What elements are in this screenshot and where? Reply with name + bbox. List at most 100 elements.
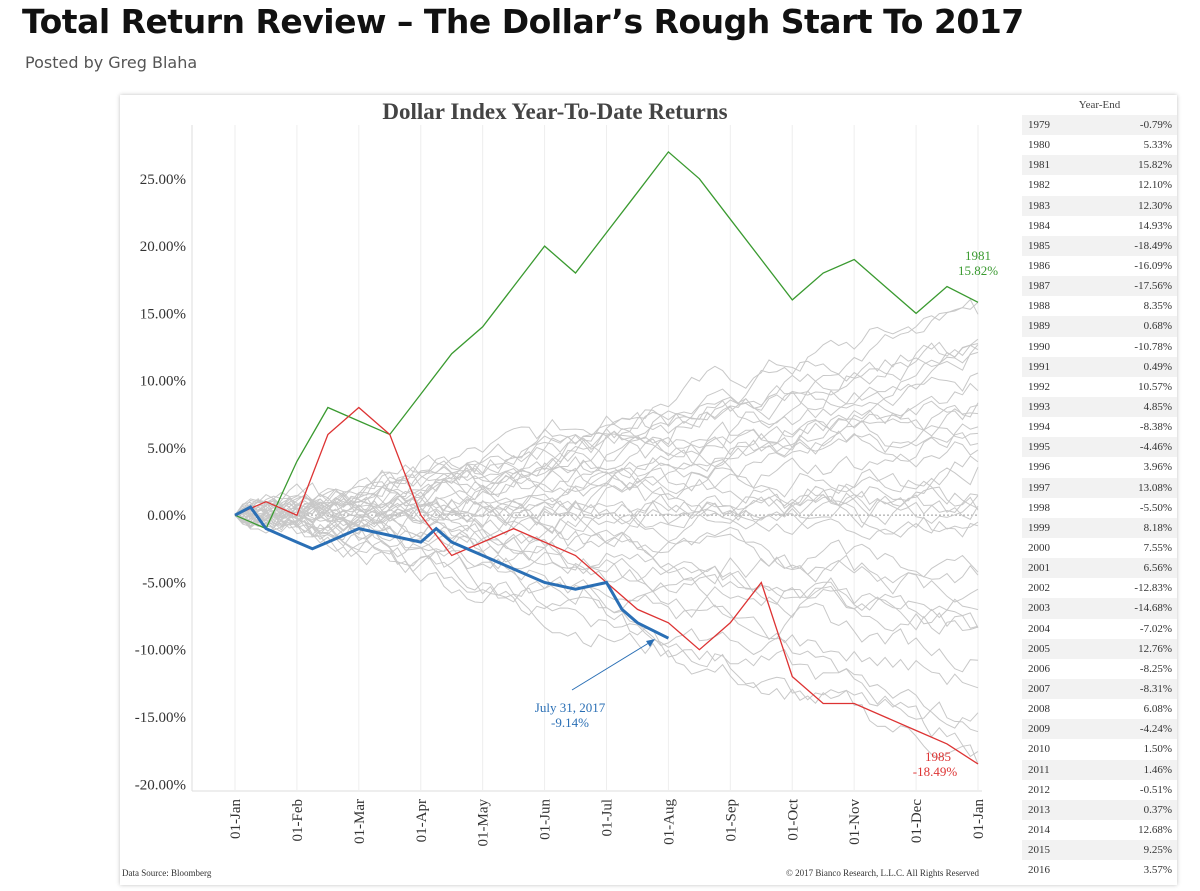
background-series-line [234, 500, 979, 578]
byline: Posted by Greg Blaha [25, 53, 198, 72]
data-source-note: Data Source: Bloomberg [122, 868, 212, 878]
y-tick-label: -15.00% [135, 710, 186, 726]
annotation-2017-arrow [571, 640, 653, 691]
background-series-line [234, 498, 979, 548]
background-series-line [234, 382, 979, 522]
year-end-row: 2002 -12.83% [1022, 578, 1177, 599]
year-end-year: 1998 [1028, 501, 1050, 514]
year-end-year: 1989 [1028, 320, 1050, 333]
year-end-header: Year-End [1078, 99, 1121, 111]
x-tick-label: 01-May [476, 799, 492, 847]
background-series-line [234, 497, 979, 765]
year-end-row: 2015 9.25% [1022, 840, 1177, 861]
year-end-row: 2000 7.55% [1022, 537, 1177, 559]
year-end-row: 1994 -8.38% [1022, 417, 1177, 438]
year-end-return: 3.57% [1143, 864, 1172, 877]
page-title: Total Return Review – The Dollar’s Rough… [22, 2, 1024, 41]
background-series-line [234, 511, 979, 758]
year-end-year: 2016 [1028, 864, 1050, 877]
x-tick-label: 01-Jun [538, 799, 554, 840]
annotation-1981-value: 15.82% [958, 263, 998, 278]
year-end-year: 2005 [1028, 642, 1050, 655]
x-tick-label: 01-Dec [909, 799, 925, 843]
year-end-row: 2013 0.37% [1022, 799, 1177, 820]
series-line-1981 [234, 150, 979, 530]
background-series-line [234, 344, 979, 526]
x-tick-label: 01-Sep [723, 799, 739, 842]
year-end-row: 1999 8.18% [1022, 517, 1177, 538]
year-end-row: 2006 -8.25% [1022, 658, 1177, 679]
year-end-row: 1988 8.35% [1022, 296, 1177, 317]
year-end-rows: 1979 -0.79% 1980 5.33% 1981 15.82% 1982 12.10% 1… [1022, 115, 1177, 881]
year-end-return: 12.68% [1138, 823, 1172, 836]
annotation-1985-value: -18.49% [913, 764, 958, 779]
background-series-line [234, 501, 979, 629]
y-tick-label: 5.00% [147, 441, 186, 457]
year-end-return: 5.33% [1143, 139, 1172, 152]
chart-svg: Dollar Index Year-To-Date Returns 01-Jan 0… [135, 99, 998, 847]
background-series-line [234, 466, 979, 524]
year-end-year: 1991 [1028, 360, 1050, 373]
year-end-year: 1984 [1028, 219, 1050, 232]
year-end-row: 1980 5.33% [1022, 135, 1177, 156]
background-series-line [234, 408, 979, 526]
y-tick-label: 15.00% [140, 306, 186, 322]
year-end-return: -8.38% [1139, 421, 1172, 434]
annotation-1981-label: 1981 [965, 248, 991, 263]
y-tick-label: 10.00% [140, 374, 186, 390]
year-end-return: -12.83% [1134, 582, 1172, 595]
background-series-line [234, 338, 979, 527]
year-end-row: 2005 12.76% [1022, 638, 1177, 659]
year-end-year: 2015 [1028, 844, 1050, 857]
year-end-return: 0.37% [1143, 803, 1172, 816]
year-end-row: 1982 12.10% [1022, 175, 1177, 196]
year-end-year: 2001 [1028, 562, 1050, 575]
year-end-return: -4.24% [1139, 723, 1172, 736]
y-tick-label: 0.00% [147, 508, 186, 524]
year-end-return: 8.18% [1143, 521, 1172, 534]
year-end-row: 2009 -4.24% [1022, 719, 1177, 740]
year-end-return: -8.31% [1139, 683, 1172, 695]
x-tick-label: 01-Nov [847, 799, 863, 845]
year-end-row: 1983 12.30% [1022, 195, 1177, 216]
year-end-year: 1980 [1028, 139, 1050, 152]
year-end-return: -17.56% [1134, 280, 1172, 293]
year-end-year: 1990 [1028, 340, 1050, 353]
y-tick-label: -20.00% [135, 777, 186, 793]
year-end-return: 15.82% [1138, 159, 1172, 172]
year-end-row: 1990 -10.78% [1022, 336, 1177, 357]
year-end-row: 1998 -5.50% [1022, 497, 1177, 518]
year-end-row: 2016 3.57% [1022, 860, 1177, 881]
background-series-line [234, 495, 979, 603]
annotation-2017-arrowhead [646, 639, 655, 647]
x-tick-label: 01-Apr [414, 799, 430, 842]
year-end-row: 2003 -14.68% [1022, 598, 1177, 619]
year-end-year: 2007 [1028, 683, 1050, 695]
year-end-year: 2012 [1028, 783, 1050, 796]
background-series-line [234, 506, 979, 584]
year-end-row: 1979 -0.79% [1022, 115, 1177, 136]
year-end-year: 1983 [1028, 199, 1050, 212]
background-series-line [234, 472, 979, 529]
background-series-line [234, 506, 979, 733]
year-end-year: 2004 [1028, 622, 1050, 635]
year-end-row: 2008 6.08% [1022, 699, 1177, 720]
year-end-row: 2014 12.68% [1022, 819, 1177, 841]
background-series-line [234, 497, 979, 729]
year-end-return: -5.50% [1139, 501, 1172, 514]
year-end-year: 1996 [1028, 461, 1050, 474]
year-end-year: 2013 [1028, 803, 1050, 816]
year-end-return: 7.55% [1143, 542, 1172, 555]
annotation-2017-label: July 31, 2017 [535, 700, 606, 715]
x-tick-label: 01-Oct [785, 798, 801, 840]
year-end-year: 2010 [1028, 743, 1050, 756]
year-end-row: 2001 6.56% [1022, 558, 1177, 579]
year-end-year: 1993 [1028, 401, 1050, 414]
year-end-row: 1985 -18.49% [1022, 235, 1177, 256]
copyright-note: © 2017 Bianco Research, L.L.C. All Right… [786, 868, 980, 878]
background-series-line [234, 485, 979, 528]
y-tick-label: -10.00% [135, 643, 186, 659]
x-tick-label: 01-Aug [661, 799, 677, 845]
year-end-return: -8.25% [1139, 662, 1172, 675]
year-end-year: 2008 [1028, 703, 1050, 716]
